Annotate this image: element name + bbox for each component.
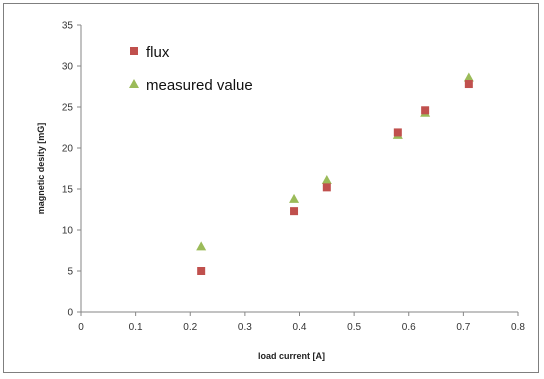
x-tick-label: 0.5 bbox=[347, 322, 361, 333]
flux-point bbox=[197, 267, 206, 275]
y-tick-label: 35 bbox=[62, 21, 74, 32]
y-tick-label: 5 bbox=[67, 267, 73, 278]
legend-flux-marker bbox=[130, 47, 138, 55]
y-tick-label: 30 bbox=[62, 62, 74, 73]
flux-point bbox=[290, 207, 299, 216]
flux-point bbox=[464, 80, 473, 89]
y-tick-label: 25 bbox=[62, 103, 74, 114]
flux-point bbox=[322, 183, 331, 192]
measured-value-point bbox=[196, 241, 207, 251]
x-tick-label: 0.2 bbox=[183, 322, 197, 333]
y-tick-label: 10 bbox=[62, 226, 74, 237]
y-axis-label: magnetic desity [mG] bbox=[36, 123, 46, 215]
x-tick-label: 0.3 bbox=[238, 322, 252, 333]
x-tick-label: 0.1 bbox=[129, 322, 143, 333]
measured-value-point bbox=[289, 193, 300, 203]
data-points bbox=[196, 72, 474, 275]
chart-frame: 0 5 10 15 20 25 30 35 0 0.1 0.2 0.3 0.4 0.5 0.6 0.7 0.8… bbox=[3, 3, 539, 373]
legend-flux-label: flux bbox=[146, 44, 170, 61]
measured-value-point bbox=[463, 72, 474, 82]
y-tick-label: 20 bbox=[62, 144, 74, 155]
x-tick-label: 0.4 bbox=[293, 322, 307, 333]
x-tick-label: 0.7 bbox=[456, 322, 470, 333]
measured-value-point bbox=[321, 174, 332, 184]
flux-point bbox=[393, 128, 402, 137]
x-tick-label: 0 bbox=[78, 322, 84, 333]
flux-point bbox=[421, 106, 430, 115]
y-tick-labels: 0 5 10 15 20 25 30 35 bbox=[62, 21, 74, 319]
y-tick-label: 0 bbox=[67, 308, 73, 319]
legend-measured-value-label: measured value bbox=[146, 77, 253, 94]
x-tick-label: 0.8 bbox=[511, 322, 525, 333]
legend-measured-value-marker bbox=[129, 79, 139, 88]
x-axis-label: load current [A] bbox=[258, 351, 325, 361]
scatter-chart: 0 5 10 15 20 25 30 35 0 0.1 0.2 0.3 0.4 0.5 0.6 0.7 0.8… bbox=[36, 21, 525, 362]
axes bbox=[77, 24, 519, 316]
legend: flux measured value bbox=[129, 44, 253, 94]
x-tick-label: 0.6 bbox=[402, 322, 416, 333]
x-tick-labels: 0 0.1 0.2 0.3 0.4 0.5 0.6 0.7 0.8 bbox=[78, 322, 525, 333]
y-tick-label: 15 bbox=[62, 185, 74, 196]
